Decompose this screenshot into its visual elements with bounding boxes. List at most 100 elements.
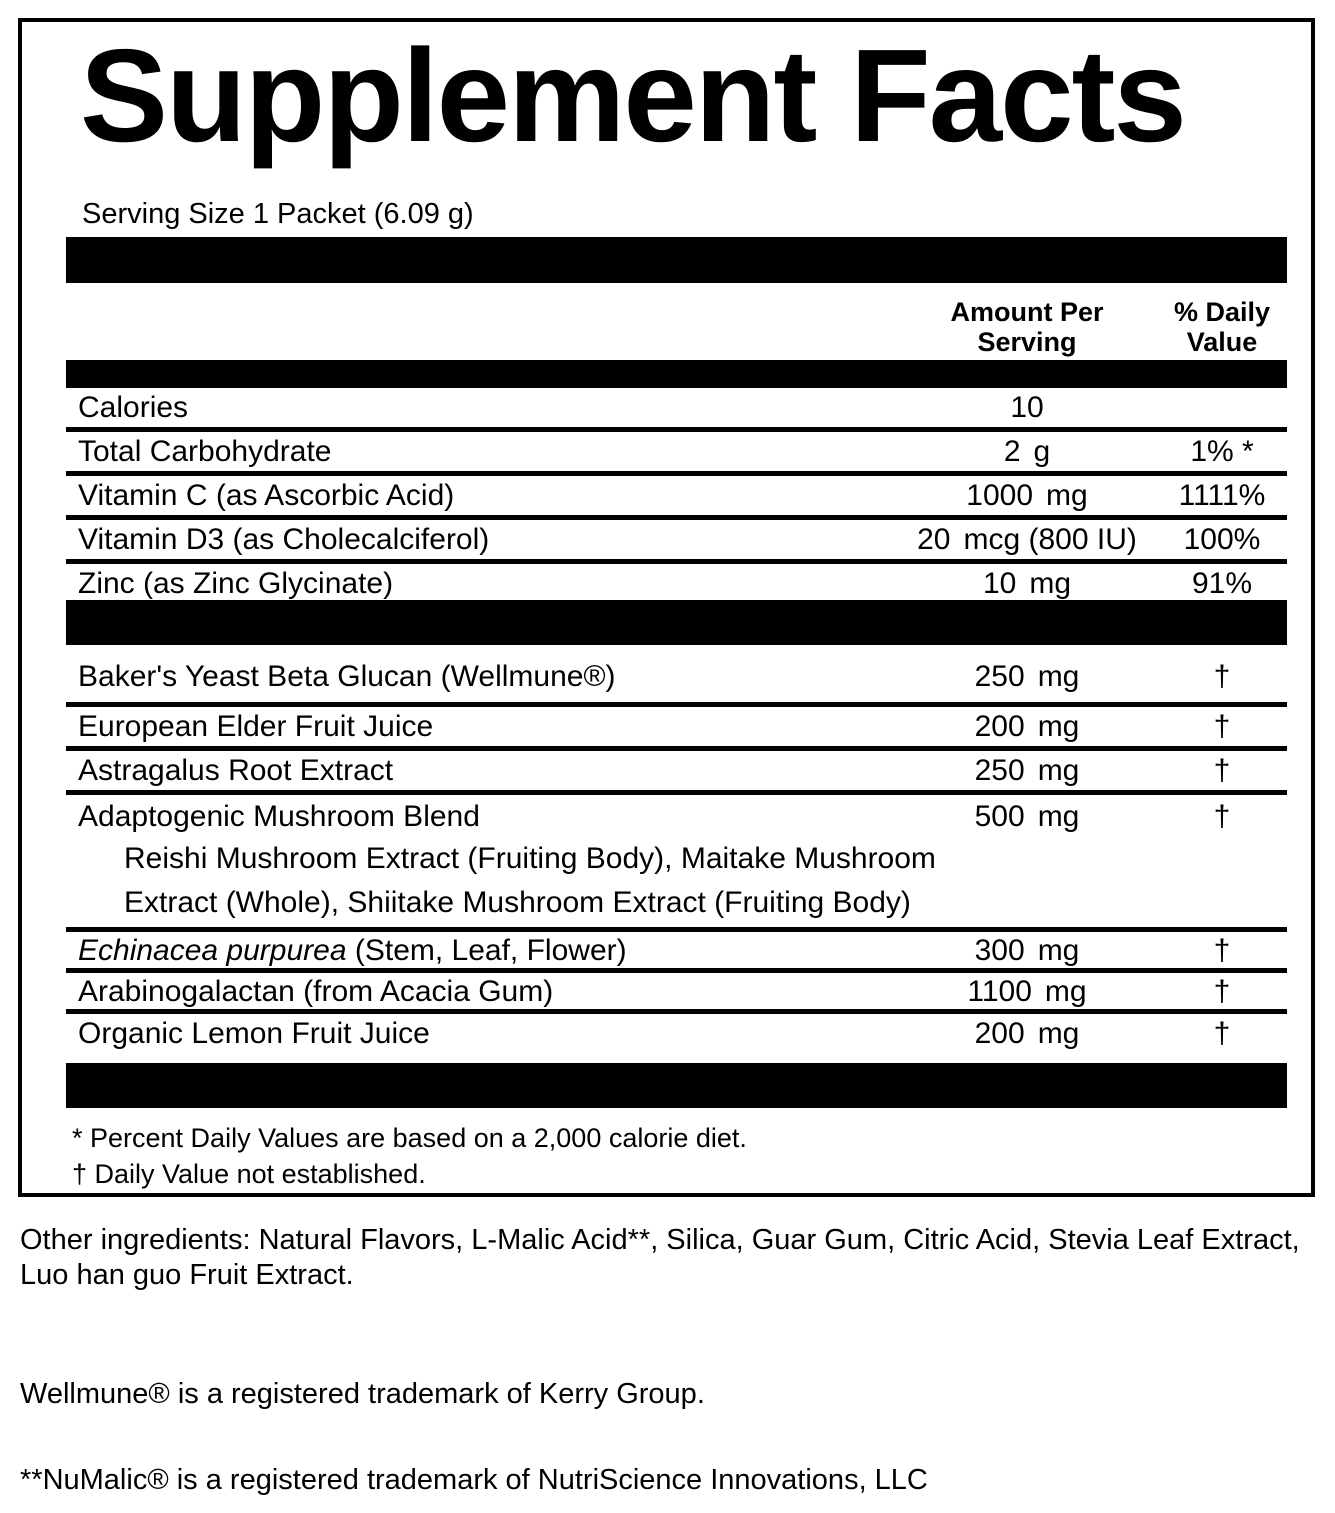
ingredient-amount: 200 mg	[897, 711, 1157, 743]
ingredient-row-lemon-juice: Organic Lemon Fruit Juice 200 mg †	[66, 1014, 1287, 1063]
nutrient-amount: 10 mg	[897, 568, 1157, 600]
section-divider-bar-header	[66, 360, 1287, 388]
dagger-footnote: † Daily Value not established.	[72, 1159, 426, 1189]
ingredient-amount: 250 mg	[897, 661, 1157, 693]
nutrient-dv: 91%	[1191, 567, 1253, 600]
ingredient-row-echinacea: Echinacea purpurea (Stem, Leaf, Flower) …	[66, 932, 1287, 973]
column-headers: Amount Per Serving % Daily Value	[66, 297, 1287, 357]
nutrient-dv: 100%	[1183, 523, 1261, 556]
ingredient-name: Astragalus Root Extract	[78, 754, 394, 787]
amount-number: 20	[917, 523, 951, 556]
panel-title: Supplement Facts	[80, 22, 1187, 169]
nutrient-name: Calories	[78, 391, 189, 424]
amount-number: 2	[1003, 435, 1021, 468]
other-ingredients-line2: Luo han guo Fruit Extract.	[20, 1259, 354, 1291]
dagger-symbol: †	[1213, 1017, 1231, 1050]
amount-number: 1000	[966, 479, 1034, 512]
amount-number: 250	[974, 660, 1025, 693]
numalic-trademark-note: **NuMalic® is a registered trademark of …	[20, 1464, 928, 1496]
amount-number: 1100	[967, 975, 1032, 1008]
amount-unit: mg	[1037, 754, 1080, 787]
amount-unit: mg	[1046, 479, 1088, 512]
nutrient-amount: 20 mcg (800 IU)	[897, 524, 1157, 556]
amount-unit: mcg (800 IU)	[963, 523, 1137, 556]
footnotes: * Percent Daily Values are based on a 2,…	[66, 1120, 1287, 1192]
nutrient-row-vitamin-d3: Vitamin D3 (as Cholecalciferol) 20 mcg (8…	[66, 520, 1287, 564]
amount-number: 300	[974, 934, 1025, 967]
mushroom-blend-components-line1: Reishi Mushroom Extract (Fruiting Body),…	[124, 842, 936, 875]
amount-unit: mg	[1037, 710, 1080, 743]
ingredient-name: European Elder Fruit Juice	[78, 710, 434, 743]
ingredient-amount: 200 mg	[897, 1018, 1157, 1050]
panel-content: Supplement Facts Serving Size 1 Packet (…	[66, 30, 1287, 1192]
amount-number: 200	[974, 1017, 1025, 1050]
nutrient-dv: 1111%	[1178, 479, 1266, 512]
ingredient-row-bakers-yeast: Baker's Yeast Beta Glucan (Wellmune®) 25…	[66, 645, 1287, 707]
amount-header-line2: Serving	[977, 327, 1077, 357]
percent-dv-footnote: * Percent Daily Values are based on a 2,…	[72, 1123, 747, 1153]
amount-number: 10	[1010, 391, 1044, 424]
amount-per-serving-header: Amount Per Serving	[897, 297, 1157, 357]
ingredient-amount: 300 mg	[897, 935, 1157, 967]
mushroom-blend-main-line: Adaptogenic Mushroom Blend 500 mg †	[66, 801, 1287, 833]
dagger-symbol: †	[1213, 710, 1231, 743]
ingredient-row-mushroom-blend: Adaptogenic Mushroom Blend 500 mg † Reish…	[66, 795, 1287, 932]
dagger-symbol: †	[1213, 934, 1231, 967]
amount-unit: mg	[1037, 660, 1080, 693]
amount-unit: g	[1033, 435, 1051, 468]
dagger-symbol: †	[1213, 975, 1231, 1008]
nutrient-name: Vitamin C (as Ascorbic Acid)	[78, 479, 455, 512]
amount-unit: mg	[1029, 567, 1072, 600]
nutrient-dv: 1% *	[1190, 435, 1254, 468]
ingredient-amount: 500 mg	[897, 801, 1157, 833]
dagger-symbol: †	[1213, 754, 1231, 787]
ingredient-name: Organic Lemon Fruit Juice	[78, 1017, 430, 1050]
dv-header-line2: Value	[1186, 327, 1258, 357]
ingredient-name: Adaptogenic Mushroom Blend	[78, 800, 480, 833]
amount-number: 10	[982, 567, 1017, 600]
nutrient-row-calories: Calories 10	[66, 388, 1287, 432]
ingredient-row-arabinogalactan: Arabinogalactan (from Acacia Gum) 1100 mg…	[66, 973, 1287, 1014]
nutrient-dv	[1157, 392, 1287, 424]
section-divider-bar-middle	[66, 600, 1287, 645]
section-divider-bar-bottom	[66, 1063, 1287, 1108]
nutrient-amount: 10	[897, 392, 1157, 424]
nutrient-row-vitamin-c: Vitamin C (as Ascorbic Acid) 1000 mg 1111…	[66, 476, 1287, 520]
ingredient-name: Baker's Yeast Beta Glucan (Wellmune®)	[78, 660, 616, 693]
amount-unit: mg	[1037, 934, 1080, 967]
ingredient-name-rest: (Stem, Leaf, Flower)	[346, 934, 627, 967]
dv-header-line1: % Daily	[1173, 297, 1271, 327]
ingredient-name: Echinacea purpurea (Stem, Leaf, Flower)	[66, 935, 897, 967]
other-ingredients-paragraph: Other ingredients: Natural Flavors, L-Ma…	[20, 1223, 1318, 1293]
amount-number: 500	[974, 800, 1025, 833]
ingredient-row-astragalus: Astragalus Root Extract 250 mg †	[66, 751, 1287, 795]
ingredient-name: Arabinogalactan (from Acacia Gum)	[78, 975, 554, 1008]
amount-header-line1: Amount Per	[950, 297, 1104, 327]
supplement-facts-panel: Supplement Facts Serving Size 1 Packet (…	[18, 18, 1315, 1197]
wellmune-trademark-note: Wellmune® is a registered trademark of K…	[20, 1378, 705, 1410]
amount-unit: mg	[1037, 800, 1080, 833]
amount-number: 250	[974, 754, 1025, 787]
name-column-spacer	[66, 297, 897, 357]
dagger-symbol: †	[1213, 660, 1231, 693]
serving-size-text: Serving Size 1 Packet (6.09 g)	[82, 198, 474, 230]
nutrient-amount: 1000 mg	[897, 480, 1157, 512]
daily-value-header: % Daily Value	[1157, 297, 1287, 357]
ingredient-amount: 1100 mg	[897, 976, 1157, 1008]
nutrient-name: Total Carbohydrate	[78, 435, 332, 468]
mushroom-blend-components-line2: Extract (Whole), Shiitake Mushroom Extra…	[124, 886, 911, 919]
other-ingredients-line1: Other ingredients: Natural Flavors, L-Ma…	[20, 1224, 1300, 1256]
nutrient-row-zinc: Zinc (as Zinc Glycinate) 10 mg 91%	[66, 564, 1287, 600]
dagger-symbol: †	[1213, 800, 1231, 833]
section-divider-bar-top	[66, 237, 1287, 283]
ingredient-amount: 250 mg	[897, 755, 1157, 787]
nutrient-name: Zinc (as Zinc Glycinate)	[78, 567, 394, 600]
latin-name: Echinacea purpurea	[78, 934, 347, 967]
nutrient-name: Vitamin D3 (as Cholecalciferol)	[78, 523, 490, 556]
amount-unit: mg	[1044, 975, 1087, 1008]
ingredient-row-elder-fruit: European Elder Fruit Juice 200 mg †	[66, 707, 1287, 751]
amount-unit: mg	[1037, 1017, 1080, 1050]
amount-number: 200	[974, 710, 1025, 743]
